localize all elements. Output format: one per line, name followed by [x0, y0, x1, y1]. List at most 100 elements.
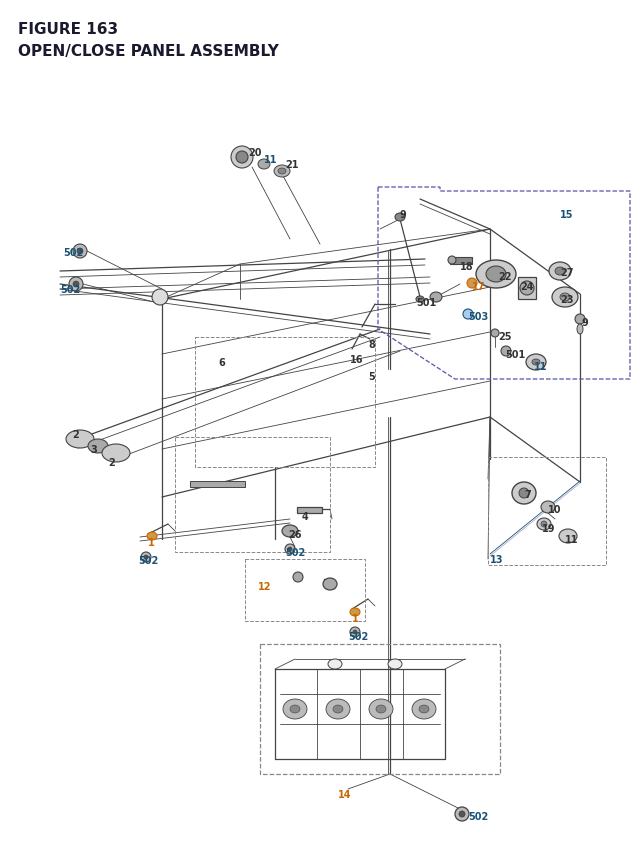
Ellipse shape	[369, 699, 393, 719]
Text: 15: 15	[560, 210, 573, 220]
Ellipse shape	[559, 530, 577, 543]
Ellipse shape	[412, 699, 436, 719]
Text: 22: 22	[498, 272, 511, 282]
Text: 9: 9	[582, 318, 589, 328]
Ellipse shape	[102, 444, 130, 462]
Text: 7: 7	[524, 489, 531, 499]
Text: 502: 502	[138, 555, 158, 566]
Ellipse shape	[555, 268, 565, 276]
Ellipse shape	[73, 282, 79, 288]
Text: 501: 501	[416, 298, 436, 307]
Ellipse shape	[541, 501, 555, 513]
Ellipse shape	[532, 360, 540, 366]
Ellipse shape	[283, 699, 307, 719]
Text: 13: 13	[490, 554, 504, 564]
Ellipse shape	[231, 147, 253, 169]
Ellipse shape	[430, 293, 442, 303]
Text: OPEN/CLOSE PANEL ASSEMBLY: OPEN/CLOSE PANEL ASSEMBLY	[18, 44, 279, 59]
Ellipse shape	[467, 279, 477, 288]
Bar	[175, 437, 330, 553]
Ellipse shape	[376, 705, 386, 713]
Text: 23: 23	[560, 294, 573, 305]
Text: 11: 11	[264, 155, 278, 164]
Ellipse shape	[353, 630, 357, 635]
Ellipse shape	[236, 152, 248, 164]
Text: 2: 2	[108, 457, 115, 468]
Text: 14: 14	[338, 789, 351, 799]
Text: 17: 17	[472, 282, 486, 292]
Ellipse shape	[388, 660, 402, 669]
Ellipse shape	[512, 482, 536, 505]
Text: 12: 12	[258, 581, 271, 592]
Ellipse shape	[323, 579, 337, 591]
Ellipse shape	[463, 310, 473, 319]
Text: 2: 2	[72, 430, 79, 439]
Bar	[245, 560, 365, 622]
Ellipse shape	[552, 288, 578, 307]
Text: 4: 4	[302, 511, 308, 522]
Ellipse shape	[293, 573, 303, 582]
Ellipse shape	[328, 660, 342, 669]
Ellipse shape	[575, 314, 585, 325]
Text: 502: 502	[60, 285, 80, 294]
Text: 5: 5	[368, 372, 375, 381]
Ellipse shape	[577, 325, 583, 335]
Ellipse shape	[395, 214, 405, 222]
Ellipse shape	[290, 705, 300, 713]
Ellipse shape	[88, 439, 108, 454]
Text: 9: 9	[400, 210, 407, 220]
Text: 11: 11	[534, 362, 547, 372]
Text: FIGURE 163: FIGURE 163	[18, 22, 118, 37]
Bar	[195, 338, 375, 468]
Ellipse shape	[278, 169, 286, 175]
Ellipse shape	[66, 430, 94, 449]
Ellipse shape	[455, 807, 469, 821]
Text: 502: 502	[63, 248, 83, 257]
Ellipse shape	[288, 548, 292, 551]
Text: 26: 26	[288, 530, 301, 539]
Text: 11: 11	[565, 535, 579, 544]
Text: 8: 8	[368, 339, 375, 350]
Bar	[488, 457, 606, 566]
Ellipse shape	[350, 608, 360, 616]
Ellipse shape	[491, 330, 499, 338]
Ellipse shape	[419, 705, 429, 713]
Ellipse shape	[152, 289, 168, 306]
Ellipse shape	[141, 553, 151, 562]
Bar	[450, 257, 472, 264]
Ellipse shape	[549, 263, 571, 281]
Bar	[518, 278, 536, 300]
Bar	[190, 481, 245, 487]
Ellipse shape	[73, 245, 87, 258]
Ellipse shape	[537, 518, 551, 530]
Text: 1: 1	[148, 537, 155, 548]
Ellipse shape	[69, 278, 83, 292]
Ellipse shape	[326, 699, 350, 719]
Bar	[297, 507, 322, 513]
Text: 10: 10	[548, 505, 561, 514]
Ellipse shape	[282, 525, 298, 537]
Ellipse shape	[258, 160, 270, 170]
Ellipse shape	[459, 811, 465, 817]
Text: 21: 21	[285, 160, 298, 170]
Ellipse shape	[526, 355, 546, 370]
Ellipse shape	[519, 488, 529, 499]
Ellipse shape	[77, 249, 83, 255]
Ellipse shape	[350, 628, 360, 637]
Text: 27: 27	[560, 268, 573, 278]
Text: 501: 501	[505, 350, 525, 360]
Ellipse shape	[285, 544, 295, 554]
Ellipse shape	[541, 522, 547, 528]
Text: 3: 3	[90, 444, 97, 455]
Ellipse shape	[144, 555, 148, 560]
Bar	[260, 644, 500, 774]
Text: 20: 20	[248, 148, 262, 158]
Text: 502: 502	[468, 811, 488, 821]
Text: 18: 18	[460, 262, 474, 272]
Text: 6: 6	[218, 357, 225, 368]
Text: 502: 502	[285, 548, 305, 557]
Ellipse shape	[448, 257, 456, 264]
Ellipse shape	[416, 297, 424, 303]
Text: 25: 25	[498, 331, 511, 342]
Ellipse shape	[520, 282, 534, 295]
